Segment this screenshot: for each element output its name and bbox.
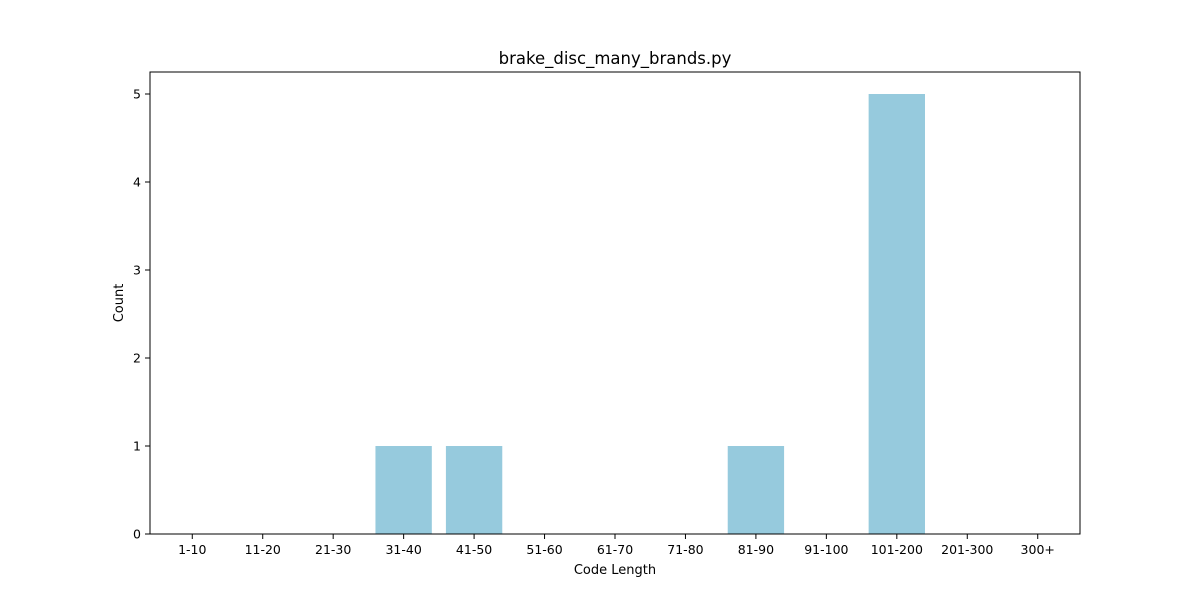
- y-tick-label: 0: [133, 527, 141, 542]
- x-tick-label: 101-200: [871, 542, 923, 557]
- x-tick-label: 91-100: [804, 542, 848, 557]
- x-tick-label: 31-40: [385, 542, 421, 557]
- x-tick-label: 11-20: [245, 542, 281, 557]
- x-tick-label: 1-10: [178, 542, 206, 557]
- y-axis: 0 1 2 3 4 5: [133, 87, 150, 542]
- x-tick-label: 41-50: [456, 542, 492, 557]
- x-tick-label: 61-70: [597, 542, 633, 557]
- x-axis: 1-10 11-20 21-30 31-40 41-50 51-60 61-70 71-80 8…: [178, 534, 1055, 557]
- bar-31-40: [375, 446, 432, 534]
- x-axis-label: Code Length: [574, 563, 656, 578]
- y-tick-label: 2: [133, 351, 141, 366]
- plot-frame: [149, 71, 1081, 535]
- bars-group: [375, 94, 925, 534]
- x-tick-label: 81-90: [738, 542, 774, 557]
- x-tick-label: 71-80: [667, 542, 703, 557]
- chart-title: brake_disc_many_brands.py: [499, 49, 732, 69]
- y-tick-label: 5: [133, 87, 141, 102]
- x-tick-label: 21-30: [315, 542, 351, 557]
- y-axis-label: Count: [112, 284, 127, 323]
- bar-81-90: [727, 446, 785, 534]
- y-tick-label: 4: [133, 175, 141, 190]
- x-tick-label: 201-300: [941, 542, 993, 557]
- y-tick-label: 3: [133, 263, 141, 278]
- bar-101-200: [868, 94, 925, 534]
- x-tick-label: 300+: [1021, 542, 1055, 557]
- x-tick-label: 51-60: [526, 542, 562, 557]
- bar-41-50: [445, 446, 503, 534]
- y-tick-label: 1: [133, 439, 141, 454]
